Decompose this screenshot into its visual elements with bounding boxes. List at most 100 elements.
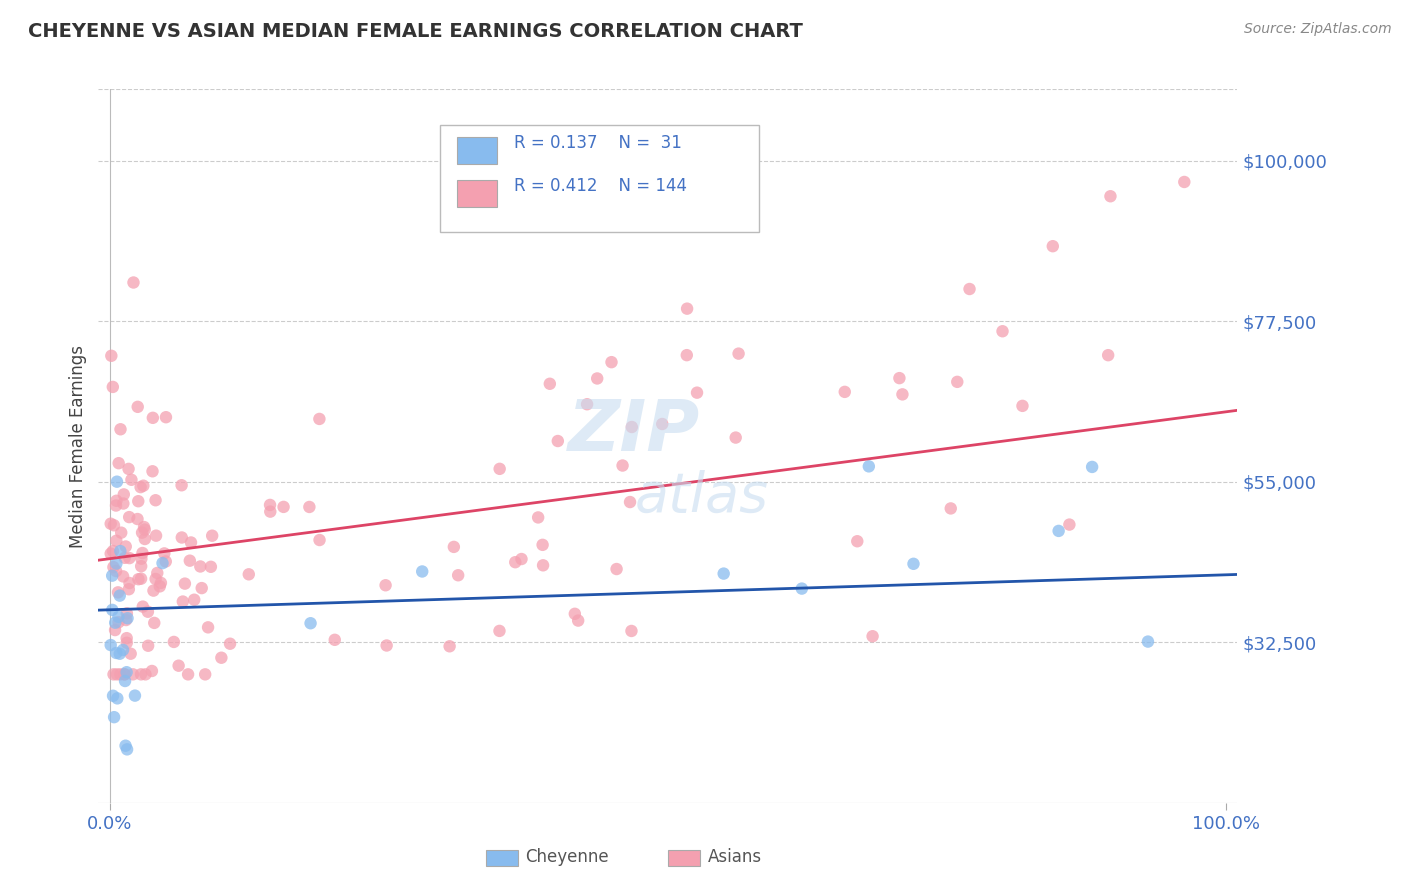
FancyBboxPatch shape (485, 850, 517, 865)
Point (375, 639, 398, 653)
Point (149, 575, 172, 590)
Point (103, 667, 125, 681)
Point (547, 434, 569, 448)
Point (105, 533, 128, 548)
Point (564, 607, 586, 621)
Point (323, 632, 346, 647)
Point (136, 605, 159, 619)
Point (179, 554, 201, 568)
Point (259, 505, 281, 519)
Point (115, 636, 138, 650)
Text: Asians: Asians (707, 848, 762, 866)
Point (136, 639, 159, 653)
Point (308, 533, 330, 547)
Point (586, 371, 609, 385)
Point (567, 614, 589, 628)
FancyBboxPatch shape (440, 125, 759, 232)
Point (153, 546, 176, 560)
Text: CHEYENNE VS ASIAN MEDIAN FEMALE EARNINGS CORRELATION CHART: CHEYENNE VS ASIAN MEDIAN FEMALE EARNINGS… (28, 22, 803, 41)
Point (651, 417, 673, 431)
Point (606, 562, 628, 576)
Point (308, 412, 330, 426)
Point (114, 673, 136, 688)
Text: R = 0.137    N =  31: R = 0.137 N = 31 (515, 134, 682, 152)
Point (120, 473, 142, 487)
Point (145, 572, 167, 586)
Point (115, 742, 138, 756)
Point (101, 603, 124, 617)
Point (713, 566, 735, 581)
Point (576, 397, 599, 411)
Point (163, 635, 186, 649)
Point (612, 458, 634, 473)
Point (107, 456, 129, 470)
Point (1099, 189, 1122, 203)
Point (112, 569, 135, 583)
Point (172, 594, 194, 608)
Point (298, 500, 321, 514)
Point (991, 324, 1014, 338)
Point (620, 420, 643, 434)
Point (1011, 399, 1033, 413)
Point (105, 475, 128, 489)
Point (188, 559, 211, 574)
Point (132, 520, 155, 534)
Point (939, 501, 962, 516)
Point (177, 667, 200, 681)
Point (103, 518, 125, 533)
Text: Cheyenne: Cheyenne (526, 848, 609, 866)
Point (686, 385, 709, 400)
Point (219, 637, 242, 651)
Point (676, 301, 699, 316)
Point (117, 611, 139, 625)
Point (124, 689, 146, 703)
Point (107, 610, 129, 624)
Point (299, 616, 322, 631)
Point (104, 499, 127, 513)
Text: ZIP: ZIP (568, 397, 700, 467)
Text: R = 0.412    N = 144: R = 0.412 N = 144 (515, 177, 688, 194)
Point (531, 538, 554, 552)
Point (531, 558, 554, 573)
Point (600, 355, 623, 369)
Point (143, 615, 166, 630)
Point (790, 582, 813, 596)
Point (131, 551, 153, 566)
Point (134, 523, 156, 537)
Point (846, 534, 869, 549)
Point (619, 495, 641, 509)
Point (115, 631, 138, 645)
Point (1059, 517, 1081, 532)
FancyBboxPatch shape (668, 850, 700, 865)
Point (197, 620, 219, 634)
Point (100, 547, 122, 561)
Point (1081, 459, 1104, 474)
Point (891, 387, 914, 401)
Point (724, 431, 747, 445)
Point (527, 510, 550, 524)
Point (118, 582, 141, 597)
Point (155, 410, 177, 425)
Point (201, 529, 224, 543)
Point (443, 540, 465, 554)
Point (141, 464, 163, 478)
Point (104, 623, 127, 637)
Point (118, 551, 141, 566)
Point (112, 487, 135, 501)
Point (141, 664, 163, 678)
Point (374, 578, 396, 592)
Point (510, 552, 533, 566)
Point (488, 624, 510, 638)
Point (120, 647, 142, 661)
Point (105, 646, 128, 660)
FancyBboxPatch shape (457, 137, 498, 164)
Point (155, 554, 177, 568)
Point (110, 422, 132, 436)
Point (1047, 524, 1070, 538)
Point (200, 559, 222, 574)
Point (107, 585, 129, 599)
Point (903, 557, 925, 571)
Point (103, 710, 125, 724)
Point (889, 371, 911, 385)
Point (101, 380, 124, 394)
